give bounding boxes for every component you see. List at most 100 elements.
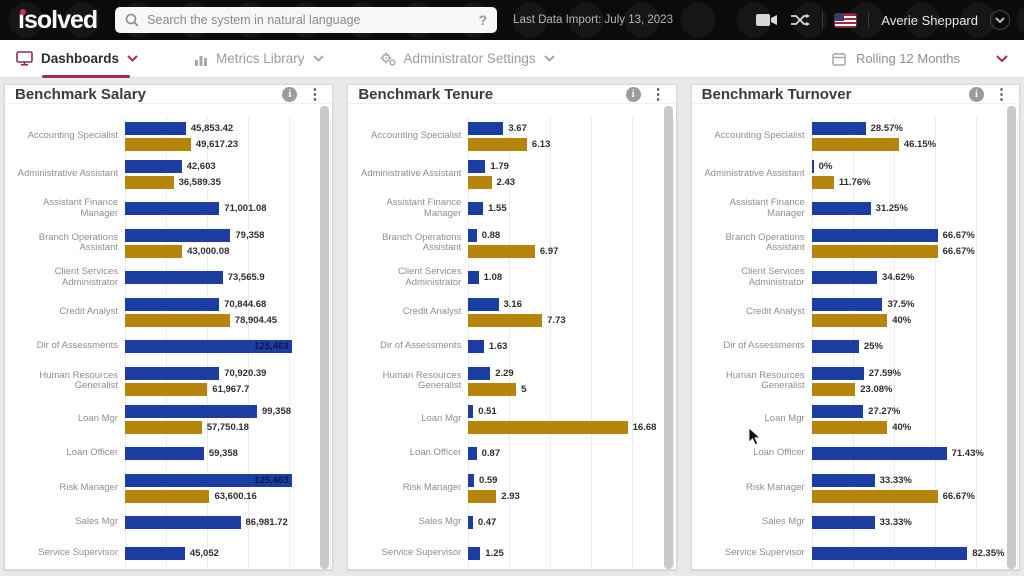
- nav-metrics-library[interactable]: Metrics Library: [194, 40, 324, 78]
- bar-benchmark[interactable]: [811, 244, 938, 258]
- bar-company[interactable]: [468, 447, 477, 460]
- bar-company[interactable]: 125,463: [125, 340, 292, 353]
- chart-scrollbar[interactable]: [1006, 106, 1016, 569]
- chart-card: Benchmark Salary i ⋮ Accounting Specialist 4…: [4, 84, 334, 570]
- chart-row: Loan Officer 59,358: [5, 438, 333, 469]
- bar-benchmark[interactable]: [468, 313, 543, 327]
- bar-benchmark[interactable]: [811, 489, 938, 503]
- search-input[interactable]: [147, 13, 471, 27]
- user-name[interactable]: Averie Sheppard: [881, 12, 978, 28]
- bar-company[interactable]: [811, 366, 864, 380]
- bar-company[interactable]: [125, 516, 241, 529]
- nav-dashboards[interactable]: Dashboards: [16, 40, 138, 78]
- search-bar[interactable]: ?: [115, 7, 498, 33]
- category-label: Dir of Assessments: [380, 340, 462, 352]
- info-icon[interactable]: i: [282, 86, 298, 102]
- bar-benchmark[interactable]: [811, 313, 888, 327]
- bar-company[interactable]: [468, 473, 474, 487]
- bar-company[interactable]: [811, 159, 814, 173]
- bar-benchmark[interactable]: [125, 244, 183, 258]
- user-menu-chevron-icon[interactable]: [990, 10, 1010, 30]
- bar-company[interactable]: [125, 202, 220, 215]
- bar-company[interactable]: [468, 404, 474, 418]
- bar-benchmark[interactable]: [811, 420, 888, 434]
- bar-company[interactable]: [125, 228, 231, 242]
- bar-company[interactable]: [468, 297, 499, 311]
- bar-company[interactable]: [125, 121, 186, 135]
- bar-company[interactable]: [468, 202, 484, 215]
- bar-benchmark[interactable]: [811, 175, 834, 189]
- bar-benchmark[interactable]: [811, 382, 856, 396]
- bar-company[interactable]: [811, 447, 947, 460]
- bar-company[interactable]: [468, 516, 473, 529]
- plot-area: 70,920.39 61,967.7: [125, 362, 333, 400]
- kebab-menu-icon[interactable]: ⋮: [650, 85, 666, 103]
- bar-company[interactable]: [125, 271, 223, 284]
- bar-benchmark[interactable]: [125, 420, 202, 434]
- chart-row: Credit Analyst 70,844.68 78,904.45: [5, 293, 333, 331]
- bar-company[interactable]: [811, 404, 864, 418]
- bar-benchmark[interactable]: [125, 313, 230, 327]
- bar-benchmark[interactable]: [468, 489, 497, 503]
- value-label: 23.08%: [860, 383, 893, 395]
- isolved-logo[interactable]: ısolved: [14, 6, 98, 35]
- video-camera-icon[interactable]: [756, 13, 778, 27]
- bar-benchmark[interactable]: [468, 175, 492, 189]
- bar-company[interactable]: [125, 404, 257, 418]
- category-label: Assistant Finance Manager: [43, 197, 118, 219]
- bar-company[interactable]: [125, 447, 204, 460]
- category-label: Service Supervisor: [724, 547, 805, 559]
- us-flag-icon[interactable]: [835, 13, 857, 27]
- search-help-icon[interactable]: ?: [478, 12, 488, 28]
- bar-company[interactable]: [125, 297, 220, 311]
- bar-company[interactable]: [811, 340, 859, 353]
- bar-benchmark[interactable]: [468, 382, 517, 396]
- bar-company[interactable]: [468, 547, 481, 560]
- value-label: 0.51: [478, 405, 497, 417]
- bar-company[interactable]: [468, 121, 504, 135]
- bar-company[interactable]: [468, 159, 486, 173]
- bar-company[interactable]: [811, 202, 871, 215]
- bar-benchmark[interactable]: [468, 137, 527, 151]
- nav-metrics-library-label: Metrics Library: [216, 51, 305, 66]
- bar-company[interactable]: [468, 271, 479, 284]
- bar-company[interactable]: [811, 516, 875, 529]
- bar-benchmark[interactable]: [811, 137, 899, 151]
- value-label: 63,600.16: [214, 490, 257, 502]
- bar-company[interactable]: [811, 228, 938, 242]
- bar-benchmark[interactable]: [468, 244, 535, 258]
- bar-company[interactable]: [811, 547, 968, 560]
- bar-company[interactable]: [125, 547, 185, 560]
- bar-company[interactable]: [468, 340, 484, 353]
- bar-company[interactable]: [811, 297, 883, 311]
- kebab-menu-icon[interactable]: ⋮: [307, 85, 323, 103]
- bar-company[interactable]: [811, 271, 878, 284]
- bar-company[interactable]: [125, 159, 182, 173]
- nav-administrator-settings[interactable]: Administrator Settings: [380, 40, 555, 78]
- bar-company[interactable]: [468, 228, 477, 242]
- period-selector[interactable]: Rolling 12 Months: [832, 51, 1008, 66]
- category-label: Dir of Assessments: [723, 340, 805, 352]
- info-icon[interactable]: i: [625, 86, 641, 102]
- bar-line: 33.33%: [811, 473, 1019, 487]
- chart-scrollbar[interactable]: [320, 106, 330, 569]
- bar-benchmark[interactable]: [468, 420, 628, 434]
- category-label: Loan Mgr: [77, 412, 118, 424]
- shuffle-icon[interactable]: [790, 13, 811, 27]
- bar-company[interactable]: [468, 366, 491, 380]
- bar-company[interactable]: [125, 366, 220, 380]
- value-label: 25%: [863, 341, 883, 352]
- bar-benchmark[interactable]: [125, 175, 174, 189]
- info-icon[interactable]: i: [968, 86, 984, 102]
- chart-row: Loan Mgr 27.27% 40%: [692, 400, 1019, 438]
- kebab-menu-icon[interactable]: ⋮: [993, 85, 1009, 103]
- bar-benchmark[interactable]: [125, 382, 208, 396]
- plot-area: 3.67 6.13: [468, 117, 676, 155]
- bar-company[interactable]: [811, 473, 875, 487]
- chart-scrollbar[interactable]: [663, 106, 673, 569]
- bar-company[interactable]: [811, 121, 866, 135]
- value-label: 0.87: [481, 448, 501, 459]
- bar-benchmark[interactable]: [125, 489, 210, 503]
- bar-company[interactable]: 125,463: [125, 473, 292, 487]
- bar-benchmark[interactable]: [125, 137, 191, 151]
